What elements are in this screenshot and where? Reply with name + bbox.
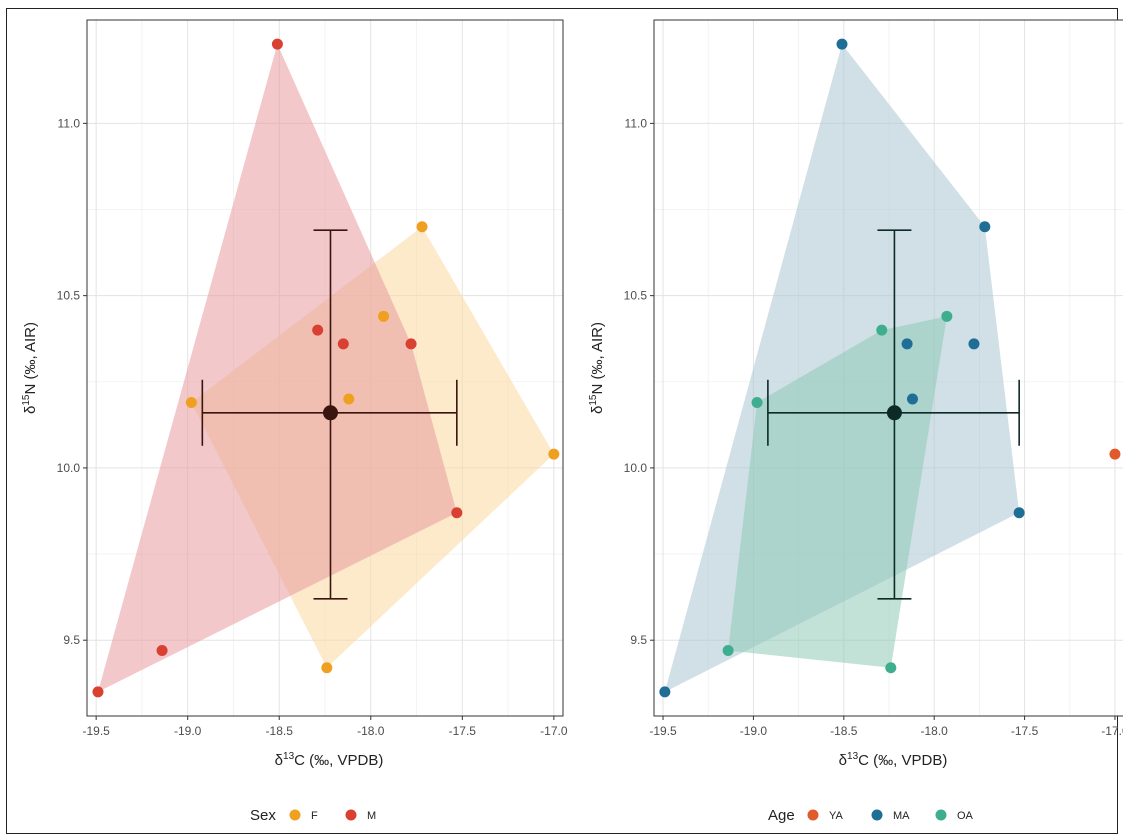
legend-label-YA: YA	[829, 810, 844, 822]
x-tick-label: -18.0	[357, 724, 385, 738]
legend-title: Age	[768, 807, 795, 824]
data-point-M	[312, 324, 324, 336]
legend-label-MA: MA	[893, 810, 910, 822]
data-point-OA	[885, 662, 897, 674]
x-tick-label: -19.0	[740, 724, 768, 738]
x-axis-title: δ13C (‰, VPDB)	[839, 751, 948, 769]
data-point-F	[378, 310, 390, 322]
x-tick-label: -17.0	[1101, 724, 1123, 738]
data-point-F	[343, 393, 355, 405]
x-tick-label: -19.5	[82, 724, 110, 738]
x-tick-label: -17.5	[1011, 724, 1039, 738]
y-tick-label: 11.0	[58, 116, 81, 130]
x-tick-label: -19.5	[649, 724, 677, 738]
data-point-F	[416, 221, 428, 233]
data-point-M	[271, 38, 283, 50]
legend-label-M: M	[367, 810, 376, 822]
data-point-OA	[941, 310, 953, 322]
data-point-M	[405, 338, 417, 350]
data-point-M	[337, 338, 349, 350]
data-point-F	[185, 396, 197, 408]
data-point-F	[548, 448, 560, 460]
hull-OA	[728, 316, 947, 668]
y-tick-label: 9.5	[630, 633, 647, 647]
data-point-MA	[836, 38, 848, 50]
legend: Sex F M	[250, 807, 376, 824]
y-tick-label: 10.0	[624, 461, 648, 475]
x-tick-label: -17.5	[449, 724, 477, 738]
legend: Age YA MA OA	[768, 807, 974, 824]
data-layer	[92, 38, 560, 698]
data-point-MA	[968, 338, 980, 350]
data-point-M	[451, 507, 463, 519]
data-point-MA	[907, 393, 918, 405]
x-tick-label: -18.5	[830, 724, 858, 738]
x-tick-label: -18.0	[921, 724, 949, 738]
mean-point	[886, 405, 902, 421]
data-point-MA	[659, 686, 671, 698]
legend-marker-MA	[871, 809, 883, 821]
chart-panel-1: -19.5 -19.0 -18.5 -18.0 -17.5 -17.0 9.5 10.0 10.…	[21, 19, 568, 824]
y-tick-label: 9.5	[63, 633, 80, 647]
data-point-F	[321, 662, 333, 674]
x-axis-title: δ13C (‰, VPDB)	[275, 751, 384, 769]
y-axis-title: δ15N (‰, AIR)	[588, 322, 606, 414]
y-tick-label: 10.0	[57, 461, 81, 475]
data-point-MA	[901, 338, 913, 350]
data-point-M	[92, 686, 104, 698]
x-tick-label: -18.5	[266, 724, 294, 738]
hull-M	[97, 44, 457, 692]
y-tick-label: 11.0	[625, 116, 648, 130]
chart-panel-2: -19.5 -19.0 -18.5 -18.0 -17.5 -17.0 9.5 10.0 10.…	[588, 19, 1123, 824]
data-point-YA	[1109, 448, 1121, 460]
panel-border	[86, 19, 564, 717]
legend-title: Sex	[250, 807, 276, 824]
data-point-MA	[1013, 507, 1025, 519]
y-axis-title: δ15N (‰, AIR)	[21, 322, 39, 414]
panel-border	[653, 19, 1123, 717]
data-point-MA	[979, 221, 991, 233]
data-point-OA	[876, 324, 888, 336]
x-tick-label: -19.0	[174, 724, 202, 738]
data-point-OA	[751, 396, 763, 408]
legend-label-F: F	[311, 810, 318, 822]
y-tick-label: 10.5	[624, 289, 648, 303]
legend-label-OA: OA	[957, 810, 974, 822]
legend-marker-M	[345, 809, 357, 821]
legend-marker-YA	[807, 809, 819, 821]
legend-marker-F	[289, 809, 301, 821]
data-point-OA	[722, 645, 734, 657]
x-tick-label: -17.0	[540, 724, 568, 738]
legend-marker-OA	[935, 809, 947, 821]
y-tick-label: 10.5	[57, 289, 81, 303]
data-point-M	[156, 645, 168, 657]
mean-point	[322, 405, 338, 421]
data-layer	[659, 38, 1121, 698]
